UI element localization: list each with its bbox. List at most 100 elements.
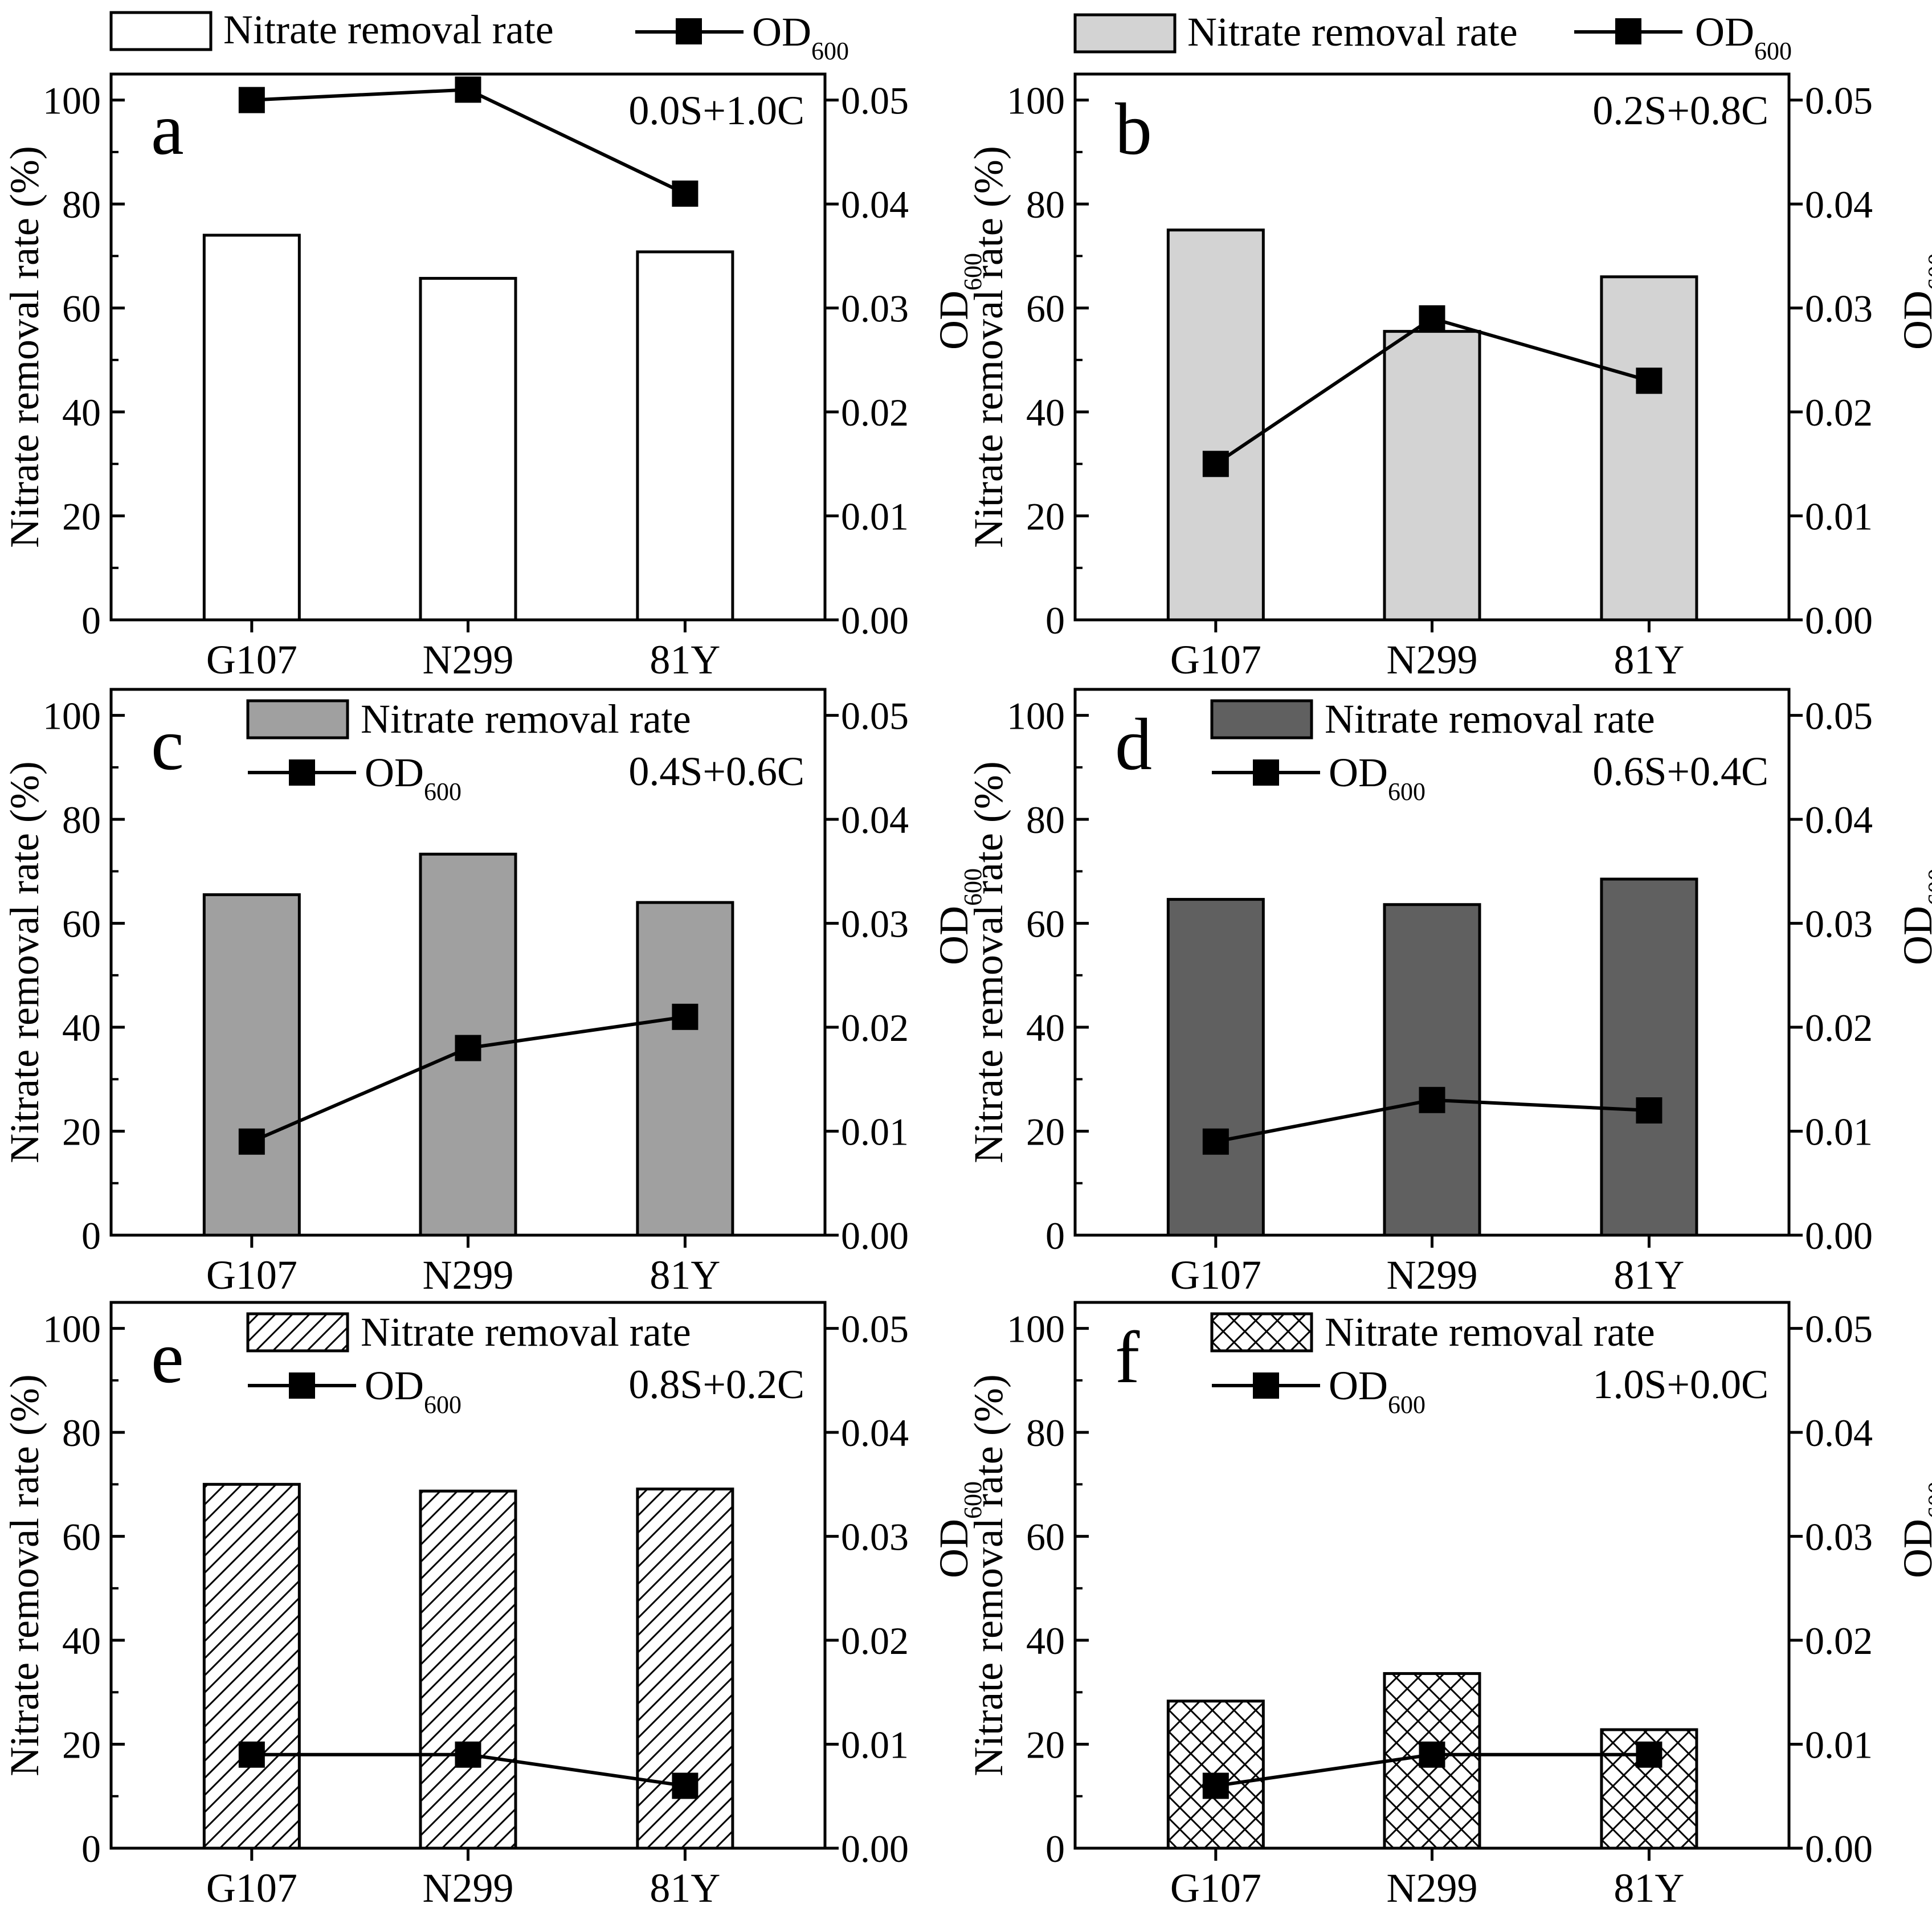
ytick-label-right-e-0.01: 0.01 [841,1723,909,1767]
legend-e-line-main: OD [365,1363,424,1408]
od-marker-c-g107 [238,1128,265,1155]
ytick-label-left-c-40: 40 [62,1006,101,1049]
ytick-label-right-b-0.00: 0.00 [1805,599,1873,642]
bar-a-g107 [202,234,301,622]
xtick-label-d-g107: G107 [1170,1252,1261,1298]
panel-d: 0 20 40 60 80 100 0.00 0.01 0.02 0.03 0.04 0.05 G107… [966,688,1932,1298]
panel-letter-d: d [1115,704,1152,786]
legend-e-marker [289,1372,315,1399]
ytick-label-left-a-20: 20 [62,495,101,538]
ytick-label-left-f-0: 0 [1045,1827,1065,1870]
legend-d-line-sub: 600 [1388,778,1425,806]
xtick-label-e-n299: N299 [423,1865,514,1911]
xtick-label-b-g107: G107 [1170,637,1261,683]
xtick-label-c-n299: N299 [423,1252,514,1298]
ytick-label-right-a-0.05: 0.05 [841,79,909,122]
legend-e-bar-label: Nitrate removal rate [361,1309,691,1355]
ylabel-left-b: Nitrate removal rate (%) [966,146,1011,548]
ylabel-right-b: OD600 [1895,253,1932,350]
xtick-label-b-n299: N299 [1387,637,1478,683]
ylabel-left-e: Nitrate removal rate (%) [2,1374,47,1776]
legend-d-marker [1253,759,1279,786]
ytick-label-left-a-60: 60 [62,287,101,330]
od-marker-e-81y [672,1772,699,1799]
od-marker-f-g107 [1202,1772,1229,1799]
ytick-label-left-b-40: 40 [1026,391,1065,434]
legend-d-bar-swatch [1210,699,1313,740]
legend-top-b-marker [1615,18,1641,44]
panel-c: 0 20 40 60 80 100 0.00 0.01 0.02 0.03 0.04 0.05 G107… [2,688,987,1298]
ytick-label-right-f-0.04: 0.04 [1805,1411,1873,1455]
ytick-label-left-c-0: 0 [81,1214,101,1257]
ytick-label-left-d-60: 60 [1026,902,1065,946]
condition-label-e: 0.8S+0.2C [628,1362,804,1407]
ylabel-right-d: OD600 [1895,868,1932,965]
ylabel-right-c: OD600 [931,868,987,965]
legend-f-line-sub: 600 [1388,1391,1425,1419]
legend-top-a-line-main: OD [752,9,811,55]
ytick-label-left-a-80: 80 [62,183,101,226]
bar-b-81y [1600,275,1698,622]
ylabel-right-sub-e: 600 [959,1481,987,1519]
ytick-label-left-e-80: 80 [62,1411,101,1455]
ylabel-right-a: OD600 [931,253,987,350]
ytick-label-right-f-0.01: 0.01 [1805,1723,1873,1767]
ylabel-left-d: Nitrate removal rate (%) [966,761,1011,1163]
ytick-label-right-b-0.04: 0.04 [1805,183,1873,226]
ytick-label-left-d-40: 40 [1026,1006,1065,1049]
ylabel-right-main-d: OD [1895,906,1932,965]
ytick-label-left-b-60: 60 [1026,287,1065,330]
ytick-label-right-c-0.05: 0.05 [841,694,909,738]
ylabel-right-sub-c: 600 [959,868,987,906]
legend-top-a: Nitrate removal rate OD600 [109,7,849,65]
ylabel-right-main-b: OD [1895,291,1932,350]
od-marker-d-g107 [1202,1128,1229,1155]
xtick-label-f-81y: 81Y [1614,1865,1684,1911]
legend-c-line-sub: 600 [424,778,461,806]
ylabel-right-main-a: OD [931,291,977,350]
ytick-label-right-e-0.02: 0.02 [841,1619,909,1662]
ytick-label-left-f-40: 40 [1026,1619,1065,1662]
ytick-label-right-a-0.04: 0.04 [841,183,909,226]
bar-d-n299 [1383,903,1481,1237]
ylabel-right-sub-f: 600 [1923,1481,1932,1519]
legend-top-b-line-main: OD [1695,9,1754,55]
legend-e-line-sub: 600 [424,1391,461,1419]
ylabel-right-main-e: OD [931,1519,977,1578]
ytick-label-left-e-40: 40 [62,1619,101,1662]
ytick-label-left-e-20: 20 [62,1723,101,1767]
ytick-label-right-e-0.04: 0.04 [841,1411,909,1455]
legend-e: Nitrate removal rate OD600 [246,1309,691,1419]
panel-letter-c: c [151,704,184,786]
ytick-label-right-e-0.03: 0.03 [841,1515,909,1559]
ytick-label-right-c-0.01: 0.01 [841,1110,909,1154]
ylabel-left-f: Nitrate removal rate (%) [966,1374,1011,1776]
ytick-label-left-a-0: 0 [81,599,101,642]
legend-c: Nitrate removal rate OD600 [246,696,691,806]
ytick-label-left-c-20: 20 [62,1110,101,1154]
legend-c-marker [289,759,315,786]
legend-top-a-bar-label: Nitrate removal rate [223,7,554,52]
legend-d-bar-label: Nitrate removal rate [1325,696,1655,742]
ytick-label-right-b-0.01: 0.01 [1805,495,1873,538]
legend-d-line-label: OD600 [1329,750,1425,806]
ytick-label-right-a-0.02: 0.02 [841,391,909,434]
od-marker-a-n299 [455,76,481,103]
legend-e-bar-swatch [246,1312,349,1353]
legend-top-b: Nitrate removal rate OD600 [1073,9,1792,65]
od-line-a [251,88,686,195]
panel-f: 0 20 40 60 80 100 0.00 0.01 0.02 0.03 0.04 0.05 G107… [966,1301,1932,1911]
xtick-label-e-81y: 81Y [650,1865,720,1911]
legend-c-bar-swatch [246,699,349,740]
bar-b-n299 [1383,330,1481,622]
legend-f: Nitrate removal rate OD600 [1210,1309,1655,1419]
bar-d-g107 [1166,898,1265,1237]
ytick-label-left-e-100: 100 [43,1308,101,1351]
od-marker-b-g107 [1202,451,1229,477]
legend-f-line-main: OD [1329,1363,1388,1408]
legend-top-b-bar-swatch [1073,13,1177,54]
od-marker-b-81y [1636,367,1663,394]
ytick-label-left-e-0: 0 [81,1827,101,1870]
ytick-label-right-a-0.03: 0.03 [841,287,909,330]
